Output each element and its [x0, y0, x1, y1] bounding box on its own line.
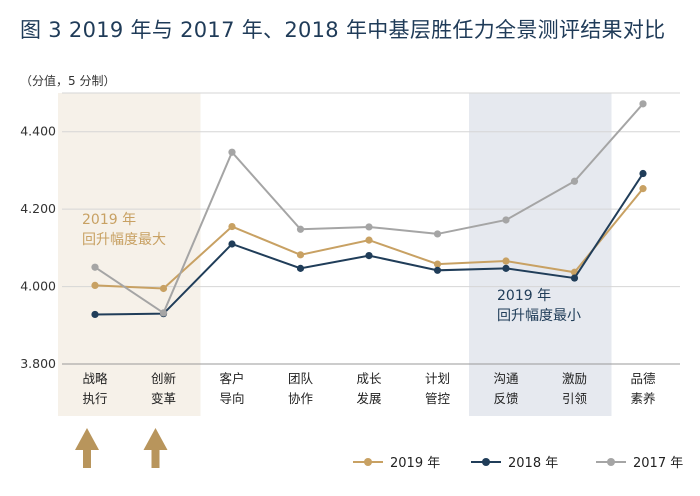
legend-label: 2018 年	[508, 456, 558, 471]
data-point	[365, 236, 373, 244]
highlight-bands	[58, 93, 612, 416]
data-point	[639, 169, 647, 178]
x-category-label: 品德	[630, 371, 656, 386]
x-category-label: 导向	[219, 391, 244, 406]
legend-label: 2017 年	[633, 456, 683, 471]
data-point	[502, 257, 510, 265]
x-category-label: 执行	[82, 391, 107, 406]
data-point	[570, 274, 579, 282]
max-annotation-line2: 回升幅度最大	[82, 232, 166, 248]
x-category-label: 成长	[356, 371, 382, 386]
legend-label: 2019 年	[390, 456, 440, 471]
data-point	[159, 284, 168, 293]
data-point	[570, 177, 579, 185]
data-point	[228, 240, 236, 248]
series-lines	[91, 100, 647, 319]
x-category-label: 创新	[151, 371, 176, 386]
data-point	[296, 225, 305, 233]
data-point	[639, 185, 647, 193]
data-point	[433, 266, 442, 274]
x-category-label: 变革	[151, 391, 176, 406]
unit-label: （分值，5 分制）	[20, 74, 116, 88]
data-point	[433, 260, 442, 268]
x-category-label: 引领	[562, 391, 588, 406]
data-point	[639, 100, 647, 108]
data-point	[365, 252, 373, 260]
data-point	[91, 281, 99, 290]
y-tick-label: 3.800	[20, 356, 56, 371]
annotations: 2019 年 回升幅度最大 2019 年 回升幅度最小	[82, 212, 581, 324]
data-point	[228, 148, 236, 156]
x-category-label: 激励	[562, 371, 587, 386]
x-category-label: 素养	[630, 391, 655, 406]
x-category-label: 计划	[425, 371, 450, 386]
max-annotation-line1: 2019 年	[82, 212, 136, 228]
data-point	[433, 230, 442, 238]
up-arrow-icon	[75, 428, 99, 468]
data-point	[159, 309, 168, 317]
data-point	[502, 264, 510, 272]
legend-marker	[482, 458, 490, 466]
chart-title: 图 3 2019 年与 2017 年、2018 年中基层胜任力全景测评结果对比	[20, 18, 666, 42]
legend-marker	[607, 458, 615, 466]
min-annotation-line1: 2019 年	[497, 288, 551, 304]
data-point	[365, 223, 373, 231]
x-category-label: 协作	[288, 391, 314, 406]
data-point	[296, 264, 305, 272]
y-axis-ticks: 4.400 4.200 4.000 3.800	[20, 124, 56, 371]
data-point	[91, 263, 99, 271]
y-tick-label: 4.200	[20, 201, 56, 216]
legend: 2019 年 2018 年 2017 年	[353, 456, 683, 471]
arrows	[75, 428, 168, 468]
x-category-label: 反馈	[493, 391, 518, 406]
x-category-label: 发展	[356, 391, 381, 406]
x-category-label: 团队	[288, 371, 314, 386]
min-annotation-line2: 回升幅度最小	[497, 308, 581, 324]
x-category-label: 管控	[425, 391, 451, 406]
data-point	[228, 222, 236, 231]
max-gain-band	[58, 93, 201, 416]
data-point	[296, 251, 305, 259]
x-category-label: 沟通	[493, 371, 519, 386]
legend-marker	[364, 458, 372, 466]
data-point	[91, 310, 99, 319]
x-category-label: 客户	[219, 371, 244, 386]
data-point	[502, 216, 510, 224]
y-tick-label: 4.400	[20, 124, 56, 139]
up-arrow-icon	[143, 428, 168, 468]
y-tick-label: 4.000	[20, 279, 56, 294]
x-category-label: 战略	[82, 371, 108, 386]
